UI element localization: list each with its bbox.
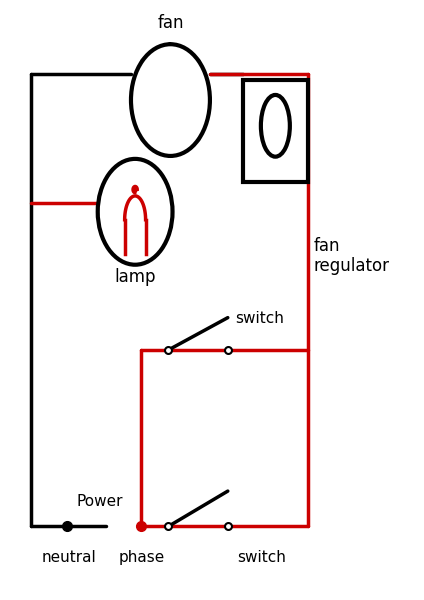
Text: lamp: lamp	[114, 268, 156, 286]
Text: switch: switch	[235, 311, 284, 326]
Circle shape	[98, 159, 173, 265]
Ellipse shape	[131, 44, 210, 156]
Text: Power: Power	[76, 494, 123, 509]
Text: neutral: neutral	[41, 550, 96, 565]
Text: fan
regulator: fan regulator	[314, 236, 390, 275]
Text: phase: phase	[118, 550, 165, 565]
Text: switch: switch	[237, 550, 286, 565]
Bar	[243, 79, 307, 182]
Text: fan: fan	[157, 14, 184, 32]
